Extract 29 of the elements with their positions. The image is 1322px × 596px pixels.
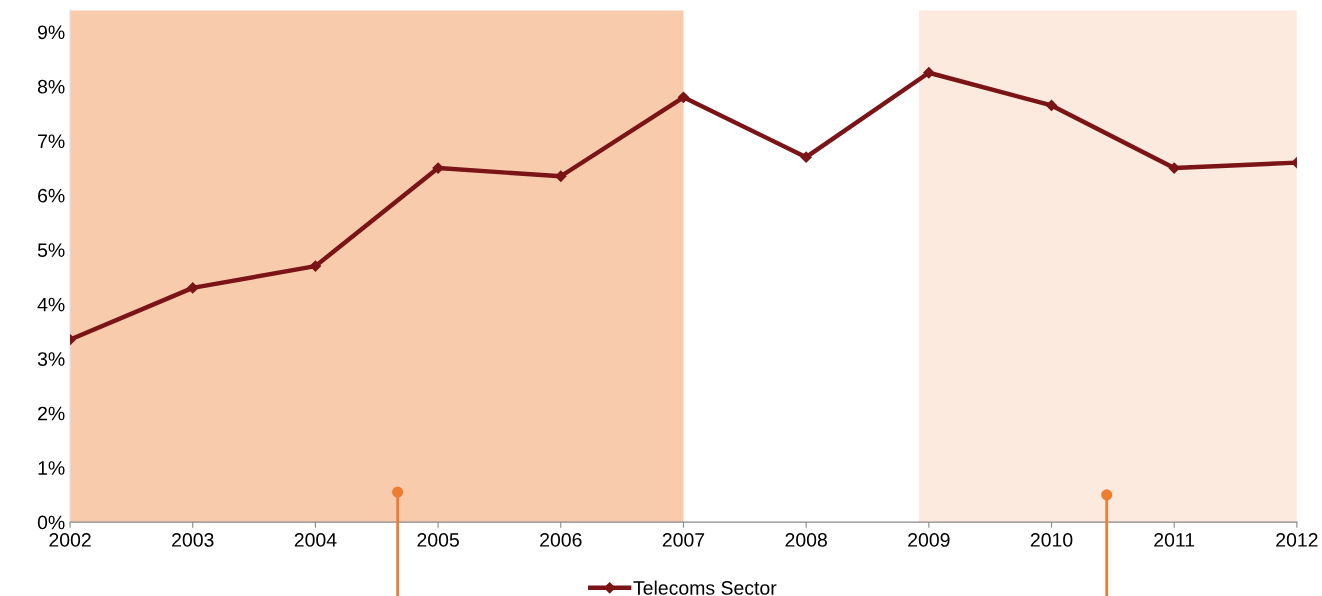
y-tick-label: 2% — [38, 406, 65, 421]
x-tick-label: 2011 — [1154, 533, 1195, 547]
point — [309, 260, 322, 272]
y-tick-label: 3% — [37, 352, 65, 366]
x-tick-label: 2009 — [908, 533, 950, 547]
x-tick-label: 2005 — [417, 533, 459, 547]
point — [1045, 99, 1058, 112]
legend-label: Telecoms Sector — [633, 580, 777, 595]
point — [677, 91, 690, 103]
y-tick-label: 0% — [37, 515, 65, 530]
x-tick-label: 2006 — [540, 533, 582, 547]
point — [800, 151, 812, 163]
x-tick-label: 2008 — [785, 533, 827, 547]
point — [555, 170, 567, 182]
x-tick-label: 2012 — [1276, 533, 1318, 547]
y-tick-label: 5% — [37, 243, 65, 258]
y-tick-label: 6% — [38, 188, 65, 203]
y-tick-label: 1% — [38, 461, 65, 475]
x-tick-label: 2010 — [1030, 533, 1073, 547]
x-tick-label: 2004 — [294, 533, 337, 547]
x-tick-label: 2002 — [49, 533, 91, 547]
y-tick-label: 4% — [37, 297, 65, 312]
y-tick-label: 8% — [37, 79, 65, 94]
y-tick-label: 9% — [38, 25, 65, 40]
x-tick-label: 2003 — [172, 533, 214, 547]
point — [923, 67, 935, 79]
y-tick-label: 7% — [38, 134, 65, 149]
point — [187, 282, 199, 294]
x-tick-label: 2007 — [662, 533, 705, 547]
